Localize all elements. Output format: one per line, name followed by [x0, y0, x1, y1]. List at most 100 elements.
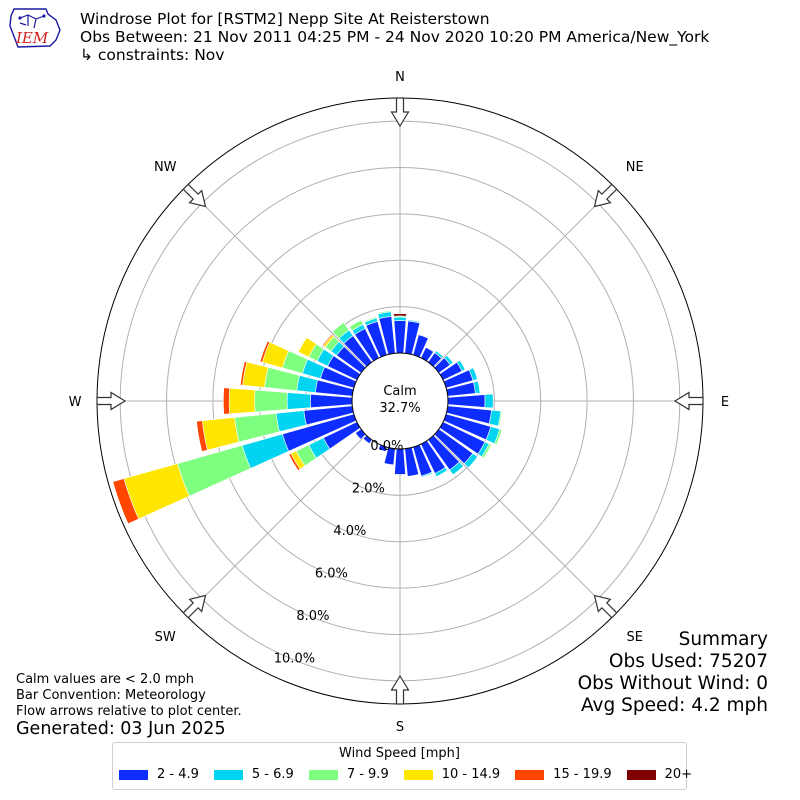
legend-item: 7 - 9.9 — [308, 767, 389, 782]
flow-arrows-note: Flow arrows relative to plot center. — [16, 704, 242, 719]
flow-arrow-icon — [593, 183, 618, 208]
windrose-bar — [349, 319, 364, 332]
legend-item: 10 - 14.9 — [403, 767, 501, 782]
windrose-bar — [393, 313, 407, 317]
windrose-bar — [473, 380, 481, 394]
bar-convention-note: Bar Convention: Meteorology — [16, 688, 206, 703]
windrose-bar — [242, 361, 269, 388]
windrose-bar — [449, 461, 464, 476]
legend-swatch — [308, 769, 338, 780]
calm-value: 32.7% — [379, 401, 420, 416]
chart-overlay: Calm 32.7% 0.0% 2.0% 4.0% 6.0% 8.0% 10.0% N NE E SE… — [69, 70, 730, 735]
windrose-bar — [443, 354, 454, 366]
direction-label: NW — [154, 160, 177, 175]
legend-swatch — [119, 769, 148, 780]
direction-label: E — [721, 395, 729, 410]
windrose-bar — [494, 428, 503, 445]
windrose-bar — [286, 392, 311, 410]
windrose-bar — [288, 453, 301, 471]
grid-spoke — [185, 186, 401, 402]
summary-title: Summary — [678, 629, 768, 650]
windrose-bar — [377, 310, 392, 315]
summary-obs-used: Obs Used: 75207 — [608, 651, 768, 672]
windrose-bar — [228, 387, 256, 415]
windrose-bar — [420, 471, 434, 478]
direction-label: NE — [626, 160, 644, 175]
legend-label: 10 - 14.9 — [441, 767, 501, 782]
flow-arrow-icon — [673, 391, 704, 411]
legend-swatch — [213, 769, 243, 780]
legend-label: 20+ — [664, 767, 693, 782]
windrose-bars — [112, 310, 503, 525]
radial-tick-label: 6.0% — [315, 567, 348, 582]
windrose-bar — [434, 350, 444, 359]
summary-obs-without-wind: Obs Without Wind: 0 — [577, 673, 768, 694]
calm-note: Calm values are < 2.0 mph — [16, 672, 195, 687]
windrose-bar — [322, 333, 333, 347]
legend-swatch — [403, 769, 433, 780]
observation-period: Obs Between: 21 Nov 2011 04:25 PM - 24 N… — [80, 28, 710, 46]
windrose-bar — [332, 322, 350, 339]
windrose-bar — [112, 478, 140, 525]
direction-label: S — [396, 720, 404, 735]
logo-text: IEM — [15, 29, 49, 47]
grid-spoke — [185, 400, 401, 616]
grid-spoke — [399, 186, 615, 402]
constraints-label: ↳ constraints: Nov — [80, 46, 225, 64]
windrose-bar — [463, 452, 478, 469]
legend-item: 15 - 19.9 — [515, 767, 612, 782]
windrose-bar — [223, 387, 230, 415]
grid-spoke — [399, 400, 615, 616]
windrose-bar — [254, 389, 288, 413]
legend-label: 5 - 6.9 — [251, 767, 294, 782]
legend-swatch — [515, 769, 545, 780]
windrose-bar — [393, 316, 407, 322]
legend: Wind Speed [mph] 2 - 4.9 5 - 6.9 7 - 9.9 10… — [112, 742, 692, 790]
legend-label: 15 - 19.9 — [553, 767, 612, 782]
flow-arrow-icon — [96, 391, 127, 411]
legend-title: Wind Speed [mph] — [339, 746, 460, 761]
windrose-bar — [393, 320, 407, 354]
summary-avg-speed: Avg Speed: 4.2 mph — [580, 695, 768, 716]
legend-label: 7 - 9.9 — [346, 767, 389, 782]
legend-item: 2 - 4.9 — [119, 767, 199, 782]
direction-label: SE — [627, 630, 643, 645]
windrose-bar — [497, 410, 503, 427]
windrose-bar — [447, 394, 486, 408]
iem-logo: IEM — [9, 8, 61, 48]
windrose-bar — [434, 467, 448, 478]
radial-tick-label: 2.0% — [352, 482, 385, 497]
flow-arrow-icon — [390, 674, 410, 705]
windrose-bar — [456, 359, 466, 372]
direction-label: W — [69, 395, 82, 410]
windrose-bar — [481, 443, 492, 459]
windrose-bar — [201, 417, 240, 451]
windrose-bar — [296, 375, 318, 393]
direction-label: N — [395, 70, 405, 85]
flow-arrow-icon — [182, 183, 207, 208]
windrose-bar — [240, 361, 248, 386]
radial-tick-label: 10.0% — [274, 652, 315, 667]
windrose-bar — [468, 367, 478, 381]
flow-arrow-icon — [390, 97, 410, 128]
legend-item: 5 - 6.9 — [213, 767, 294, 782]
direction-label: SW — [155, 630, 176, 645]
windrose-bar — [196, 420, 208, 452]
radial-tick-label: 0.0% — [370, 439, 403, 454]
calm-circle — [351, 352, 449, 450]
windrose-bar — [297, 336, 317, 358]
windrose-bar — [484, 393, 494, 409]
legend-items: 2 - 4.9 5 - 6.9 7 - 9.9 10 - 14.9 15 - 19.9 2… — [119, 767, 707, 782]
windrose-bar — [177, 444, 252, 497]
flow-arrow-icon — [182, 594, 207, 619]
legend-swatch — [626, 769, 656, 780]
legend-item: 20+ — [626, 767, 693, 782]
chart-title: Windrose Plot for [RSTM2] Nepp Site At R… — [80, 10, 490, 28]
calm-label: Calm — [383, 384, 416, 399]
flow-arrow-icon — [593, 594, 618, 619]
generated-date: Generated: 03 Jun 2025 — [16, 719, 226, 739]
windrose-bar — [259, 340, 271, 363]
windrose-bar — [407, 319, 421, 324]
legend-label: 2 - 4.9 — [157, 767, 199, 782]
